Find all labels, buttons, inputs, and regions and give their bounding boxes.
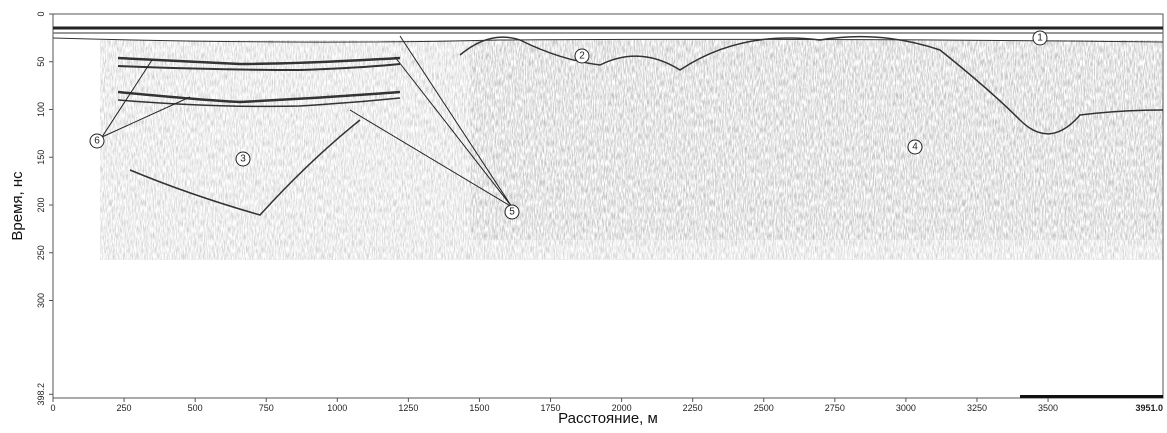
annotation: 4 [912,142,918,153]
y-tick-label: 100 [36,102,46,117]
y-tick-label: 150 [36,150,46,165]
y-tick-label: 50 [36,57,46,67]
x-tick-label: 2250 [683,403,703,413]
x-tick-label: 500 [188,403,203,413]
y-tick-label: 200 [36,197,46,212]
x-tick-label: 250 [117,403,132,413]
y-tick-label: 250 [36,245,46,260]
x-tick-label: 2750 [825,403,845,413]
x-tick-label: 3250 [967,403,987,413]
x-tick-label: 1500 [469,403,489,413]
x-tick-label: 1250 [398,403,418,413]
y-axis-label: Время, нс [9,171,26,241]
radargram: 0250500750100012501500175020002250250027… [0,0,1167,428]
x-tick-label: 2500 [754,403,774,413]
y-ticks: 0 50 100 150 200 250 300 398.2 [36,11,53,405]
x-end-label: 3951.0 [1135,403,1163,413]
annotation: 1 [1037,33,1043,44]
x-tick-label: 3500 [1038,403,1058,413]
y-end-label: 398.2 [36,383,46,406]
x-tick-label: 750 [259,403,274,413]
scale-bar [1020,395,1163,398]
x-axis-label: Расстояние, м [558,410,658,427]
annotation: 6 [94,136,100,147]
annotation: 5 [509,207,515,218]
annotation: 2 [579,51,585,62]
y-tick-label: 0 [36,11,46,16]
x-tick-label: 0 [50,403,55,413]
x-tick-label: 3000 [896,403,916,413]
annotation: 3 [240,154,246,165]
x-tick-label: 1000 [327,403,347,413]
y-tick-label: 300 [36,293,46,308]
